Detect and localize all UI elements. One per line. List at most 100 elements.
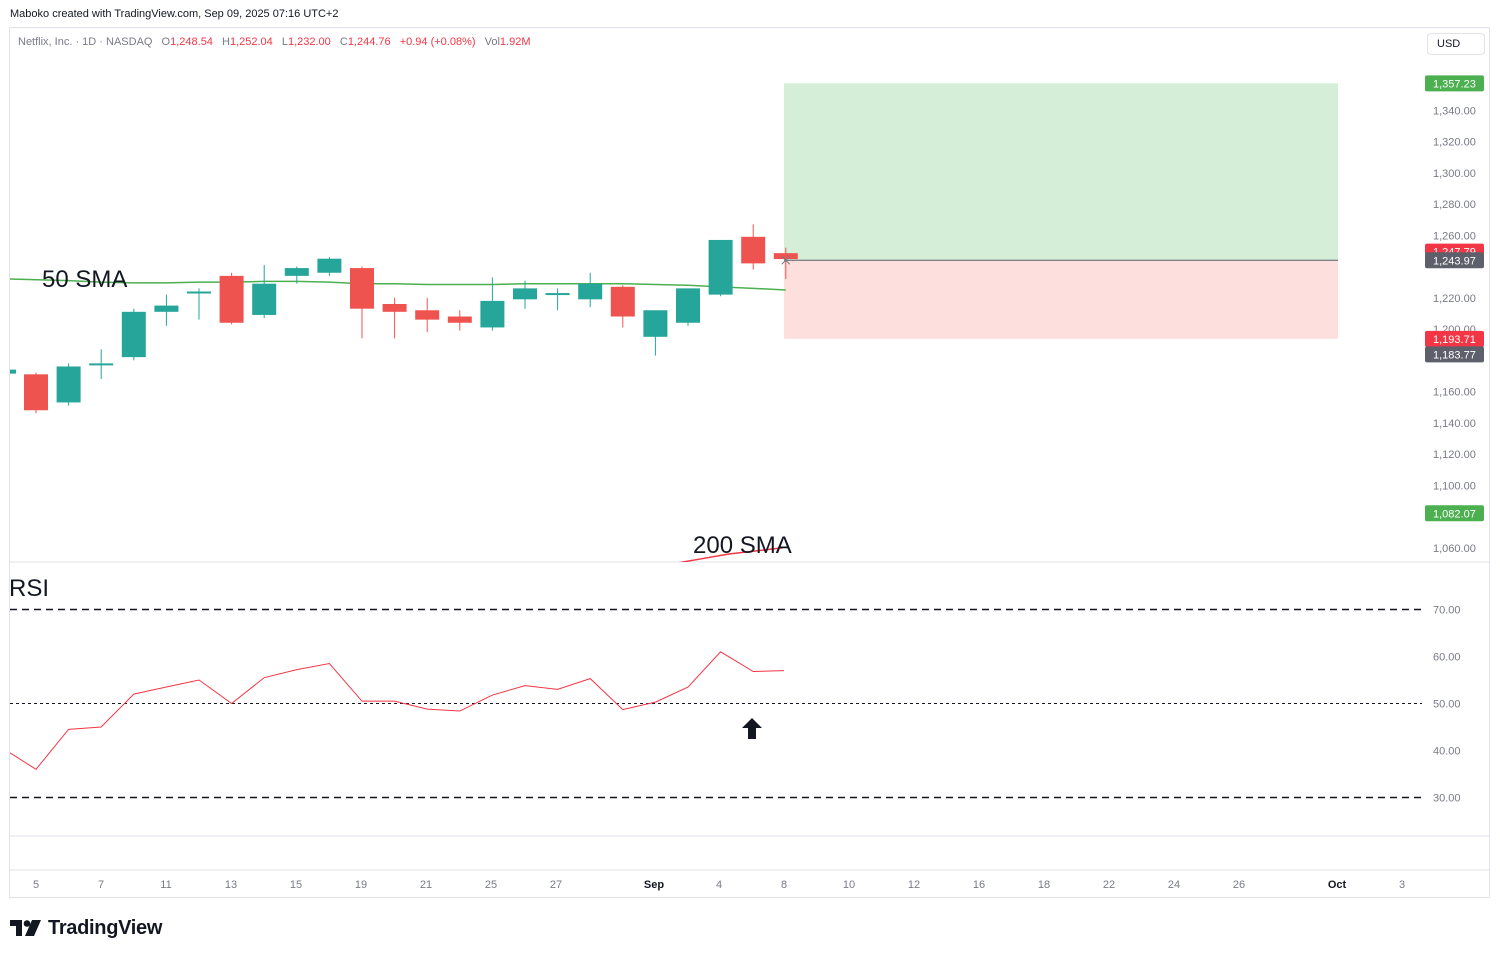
volume-label: Vol (484, 36, 500, 48)
candle (773, 247, 798, 280)
candle (513, 280, 537, 309)
price-tick-label: 1,060.00 (1433, 543, 1476, 555)
price-tick-label: 1,160.00 (1433, 387, 1476, 399)
price-tick-label: 1,140.00 (1433, 418, 1476, 430)
candle (578, 272, 603, 308)
profit-zone (784, 83, 1338, 261)
candle-stub (10, 369, 16, 374)
price-tag: 1,243.97 (1425, 252, 1484, 269)
tradingview-logo[interactable]: TradingView (10, 916, 162, 940)
chart-credit: Maboko created with TradingView.com, Sep… (10, 8, 339, 20)
candle (187, 288, 211, 320)
candle-body (676, 288, 700, 323)
rsi-label: RSI (9, 575, 49, 602)
candle (350, 266, 374, 339)
candle (154, 294, 179, 326)
candle (415, 297, 440, 333)
candle-body (480, 300, 505, 328)
x-tick-label: 26 (1233, 879, 1245, 891)
price-tag-box (1425, 330, 1484, 347)
candle-body (89, 363, 114, 366)
rsi-tick-label: 70.00 (1433, 605, 1461, 617)
x-tick-label: 3 (1399, 879, 1405, 891)
low-label: L (281, 36, 288, 48)
symbol-legend: Netflix, Inc. · 1D · NASDAQ O1,248.54 H1… (18, 36, 530, 48)
x-tick-label: 12 (908, 879, 920, 891)
stop-zone (784, 260, 1338, 339)
up-arrow-icon (742, 718, 762, 739)
candle-body (121, 311, 146, 358)
price-tick-label: 1,100.00 (1433, 480, 1476, 492)
candle (610, 285, 635, 328)
price-tick-label: 1,220.00 (1433, 293, 1476, 305)
candle-body (382, 304, 407, 312)
x-tick-label: Sep (644, 879, 664, 891)
close-value: 1,244.76 (347, 36, 391, 48)
candle-body (252, 283, 277, 315)
volume-value: 1.92M (499, 36, 531, 48)
price-tag: 1,357.23 (1425, 75, 1484, 92)
x-tick-label: 22 (1103, 879, 1115, 891)
candle-body (773, 253, 798, 260)
candle-body (610, 286, 635, 317)
symbol-name: Netflix, Inc. · 1D · NASDAQ (18, 36, 153, 48)
open-label: O (161, 36, 171, 48)
candle (676, 288, 700, 326)
price-tag: 1,193.71 (1425, 330, 1484, 347)
price-tag: 1,183.77 (1425, 346, 1484, 363)
x-tick-label: 5 (33, 879, 39, 891)
x-tick-label: 21 (420, 879, 432, 891)
candle (252, 264, 277, 319)
x-tick-label: 10 (843, 879, 855, 891)
x-tick-label: 27 (550, 879, 562, 891)
candle (643, 310, 668, 356)
rsi-tick-label: 30.00 (1433, 793, 1461, 805)
tradingview-logo-text: TradingView (48, 916, 163, 939)
x-tick-label: 7 (98, 879, 104, 891)
x-tick-label: Oct (1328, 879, 1347, 891)
price-tag-label: 1,193.71 (1433, 334, 1476, 346)
x-tick-label: 11 (160, 879, 171, 891)
sma200-label: 200 SMA (693, 532, 792, 559)
candle-body (219, 275, 244, 323)
candle (545, 288, 570, 311)
candle-body (741, 236, 766, 264)
x-tick-label: 24 (1168, 879, 1180, 891)
x-tick-label: 19 (355, 879, 367, 891)
chart-frame (9, 27, 1490, 898)
candle-body (350, 268, 374, 309)
candle-body (56, 366, 81, 403)
candle-body (187, 291, 211, 294)
price-tick-label: 1,280.00 (1433, 199, 1476, 211)
candle (56, 363, 81, 406)
candle (741, 224, 766, 270)
high-label: H (222, 36, 230, 48)
x-tick-label: 15 (290, 879, 302, 891)
candle-body (708, 239, 733, 295)
price-tag-label: 1,243.97 (1433, 255, 1476, 267)
x-tick-label: 25 (485, 879, 497, 891)
price-tick-label: 1,120.00 (1433, 449, 1476, 461)
sma200-line (678, 547, 784, 562)
change-value: +0.94 (+0.08%) (399, 36, 476, 48)
sma50-line (9, 278, 786, 291)
price-tick-label: 1,320.00 (1433, 137, 1476, 149)
candle (24, 372, 48, 414)
price-tag-box (1425, 75, 1484, 92)
currency-button[interactable]: USD (1427, 33, 1485, 55)
x-tick-label: 18 (1038, 879, 1050, 891)
candle-body (284, 268, 309, 276)
x-tick-label: 8 (781, 879, 787, 891)
candle-body (513, 288, 537, 300)
tradingview-logo-icon (10, 920, 41, 936)
close-label: C (339, 36, 348, 48)
x-tick-label: 13 (225, 879, 237, 891)
price-tag-label: 1,357.23 (1433, 78, 1476, 90)
price-tag: 1,082.07 (1425, 505, 1484, 522)
candle-body (545, 293, 570, 296)
candle (480, 277, 505, 331)
rsi-tick-label: 40.00 (1433, 746, 1461, 758)
rsi-tick-label: 60.00 (1433, 652, 1461, 664)
candle-body (447, 316, 472, 323)
